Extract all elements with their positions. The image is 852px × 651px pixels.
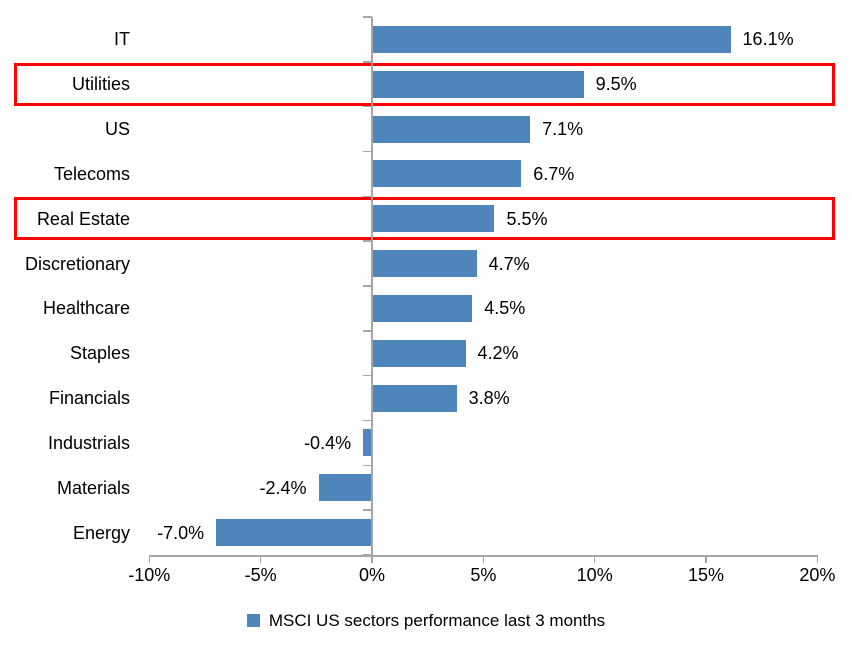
category-label-industrials: Industrials <box>47 432 130 453</box>
category-label-it: IT <box>114 29 130 50</box>
highlight-box-real-estate <box>14 197 835 241</box>
value-label-us: 7.1% <box>542 119 584 140</box>
bar-industrials <box>363 429 372 457</box>
value-label-telecoms: 6.7% <box>533 163 575 184</box>
category-label-healthcare: Healthcare <box>42 298 130 319</box>
x-tick <box>148 555 151 563</box>
category-label-energy: Energy <box>72 522 130 543</box>
category-tick <box>363 285 372 287</box>
x-tick-label-15-: 15% <box>688 565 725 585</box>
category-tick <box>363 61 372 63</box>
x-tick <box>371 555 373 563</box>
x-tick-label-0-: 0% <box>358 565 386 585</box>
value-label-it: 16.1% <box>742 29 794 50</box>
bar-energy <box>216 519 372 547</box>
legend-swatch-icon <box>246 614 260 627</box>
x-tick <box>593 555 596 563</box>
bar-us <box>372 115 531 143</box>
value-label-staples: 4.2% <box>477 343 519 364</box>
bar-real-estate <box>372 205 495 233</box>
category-tick <box>363 554 372 556</box>
category-tick <box>363 240 372 242</box>
value-label-materials: -2.4% <box>259 477 307 498</box>
category-tick <box>363 195 372 198</box>
bar-financials <box>372 384 457 412</box>
category-label-staples: Staples <box>69 343 130 364</box>
x-tick <box>482 555 485 563</box>
bar-utilities <box>372 70 584 98</box>
value-label-energy: -7.0% <box>157 522 205 543</box>
category-tick <box>363 16 372 18</box>
category-label-financials: Financials <box>48 388 130 409</box>
x-tick <box>816 555 819 563</box>
category-label-us: US <box>104 119 130 140</box>
bar-materials <box>318 474 372 502</box>
value-label-healthcare: 4.5% <box>484 298 526 319</box>
bar-healthcare <box>372 294 473 322</box>
category-tick <box>363 330 372 332</box>
x-tick <box>259 555 262 563</box>
category-label-real-estate: Real Estate <box>36 208 130 229</box>
category-tick <box>363 105 372 108</box>
bar-staples <box>372 339 466 367</box>
bar-it <box>372 25 731 53</box>
category-label-utilities: Utilities <box>71 74 130 95</box>
x-tick <box>705 555 707 563</box>
value-label-financials: 3.8% <box>468 388 510 409</box>
value-label-industrials: -0.4% <box>304 432 352 453</box>
category-label-materials: Materials <box>56 477 130 498</box>
category-tick <box>363 150 372 153</box>
category-tick <box>363 374 372 377</box>
bar-discretionary <box>372 250 477 278</box>
value-label-real-estate: 5.5% <box>506 208 548 229</box>
value-label-utilities: 9.5% <box>595 74 637 95</box>
category-tick <box>363 464 372 467</box>
category-tick <box>363 509 372 511</box>
x-tick-label--10-: -10% <box>128 565 171 585</box>
category-tick <box>363 419 372 422</box>
legend: MSCI US sectors performance last 3 month… <box>0 612 852 629</box>
x-tick-label-10-: 10% <box>576 565 613 585</box>
value-label-discretionary: 4.7% <box>488 253 530 274</box>
legend-label: MSCI US sectors performance last 3 month… <box>268 611 606 630</box>
category-label-discretionary: Discretionary <box>24 253 130 274</box>
x-tick-label--5-: -5% <box>244 565 277 585</box>
x-tick-label-20-: 20% <box>799 565 836 585</box>
x-tick-label-5-: 5% <box>470 565 497 585</box>
bar-telecoms <box>372 160 522 188</box>
zero-axis-line <box>371 17 373 563</box>
category-label-telecoms: Telecoms <box>53 163 130 184</box>
highlight-box-utilities <box>14 62 835 106</box>
